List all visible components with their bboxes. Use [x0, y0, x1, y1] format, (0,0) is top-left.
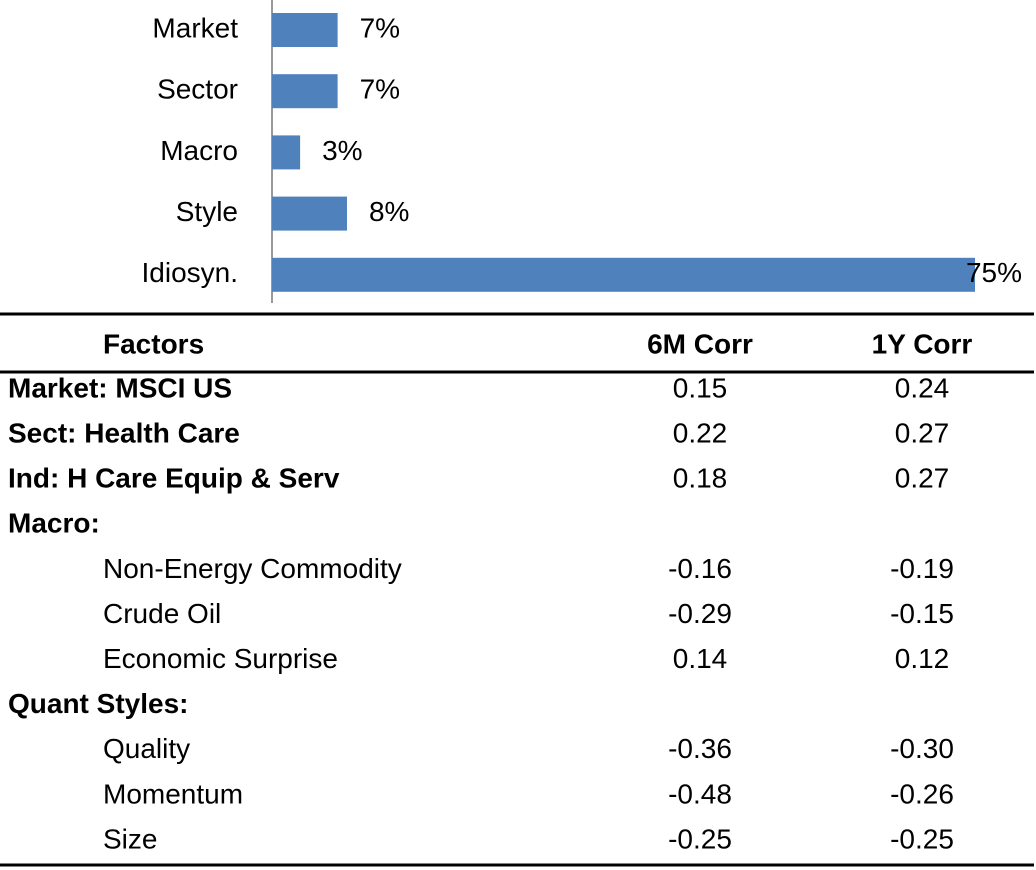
cell: -0.30: [890, 733, 954, 764]
row-label: Quality: [103, 733, 190, 764]
row-label: Sect: Health Care: [8, 417, 240, 448]
cell: 0.27: [895, 463, 950, 494]
cell: 0.12: [895, 643, 950, 674]
bar: [272, 74, 338, 109]
cell: 0.24: [895, 372, 950, 403]
cell: -0.16: [668, 553, 732, 584]
bar: [272, 196, 347, 231]
row-label: Crude Oil: [103, 598, 221, 629]
section-heading: Macro:: [8, 508, 100, 539]
category-label: Style: [176, 196, 238, 227]
cell: 0.15: [673, 372, 728, 403]
row-label: Economic Surprise: [103, 643, 338, 674]
cell: 0.14: [673, 643, 728, 674]
section-heading: Quant Styles:: [8, 688, 188, 719]
row-label: Momentum: [103, 778, 243, 809]
cell: 0.22: [673, 417, 728, 448]
value-label: 8%: [369, 196, 409, 227]
value-label: 75%: [966, 257, 1022, 288]
bar: [272, 257, 975, 292]
category-label: Sector: [157, 74, 238, 105]
cell: -0.15: [890, 598, 954, 629]
row-label: Ind: H Care Equip & Serv: [8, 463, 340, 494]
row-label: Market: MSCI US: [8, 372, 232, 403]
cell: -0.29: [668, 598, 732, 629]
category-label: Market: [152, 12, 238, 43]
row-label: Non-Energy Commodity: [103, 553, 402, 584]
row-label: Size: [103, 823, 157, 854]
cell: -0.25: [668, 823, 732, 854]
cell: -0.25: [890, 823, 954, 854]
cell: -0.26: [890, 778, 954, 809]
table-header: 1Y Corr: [872, 328, 973, 359]
table-header: 6M Corr: [647, 328, 753, 359]
cell: 0.18: [673, 463, 728, 494]
bar: [272, 13, 338, 47]
bar: [272, 135, 301, 170]
cell: 0.27: [895, 417, 950, 448]
category-label: Idiosyn.: [142, 257, 239, 288]
category-label: Macro: [160, 135, 238, 166]
table-header: Factors: [103, 328, 204, 359]
value-label: 3%: [322, 135, 362, 166]
value-label: 7%: [360, 74, 400, 105]
cell: -0.36: [668, 733, 732, 764]
cell: -0.19: [890, 553, 954, 584]
cell: -0.48: [668, 778, 732, 809]
value-label: 7%: [360, 12, 400, 43]
